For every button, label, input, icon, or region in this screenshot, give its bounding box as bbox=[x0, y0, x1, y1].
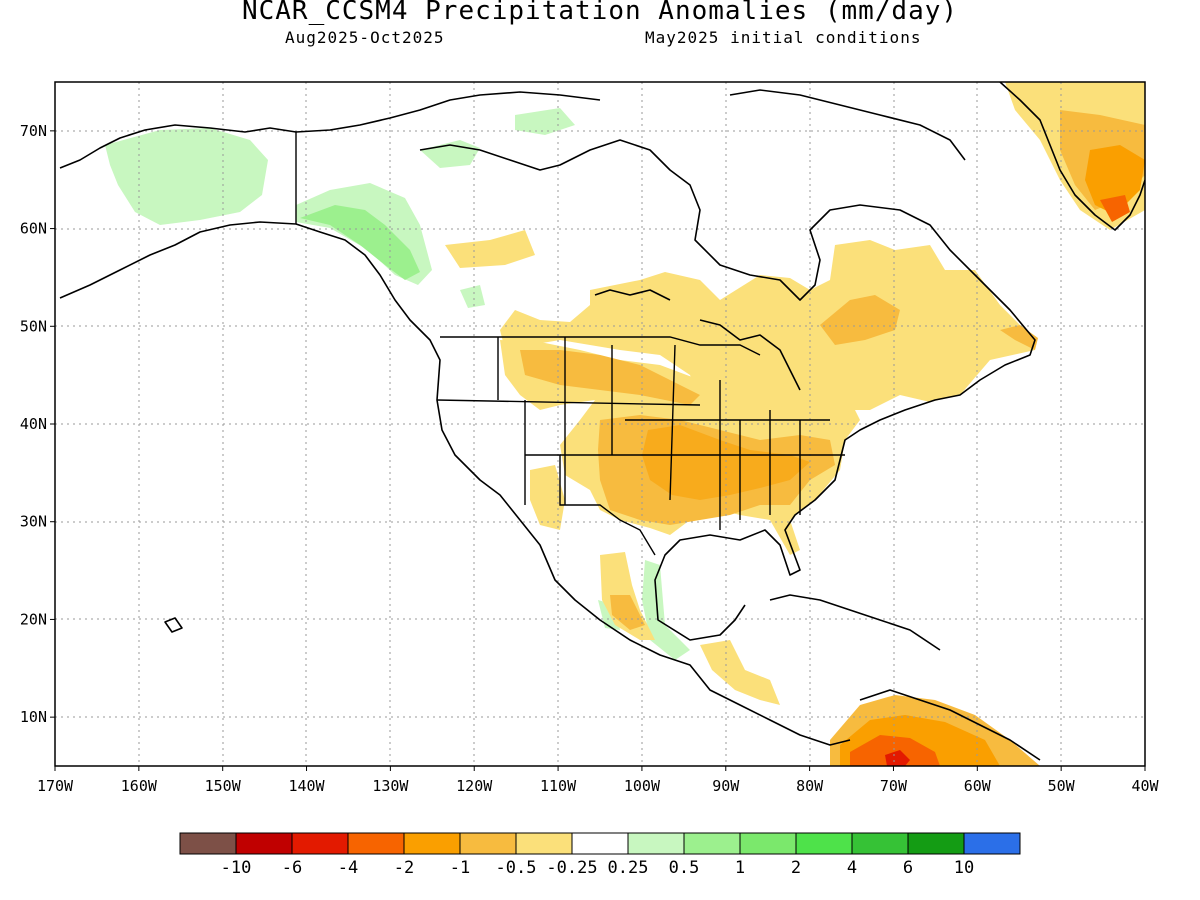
colorbar-swatch bbox=[403, 832, 461, 855]
lon-tick-label: 70W bbox=[880, 777, 908, 795]
colorbar-label: 0.5 bbox=[669, 858, 700, 878]
lon-tick-label: 80W bbox=[796, 777, 824, 795]
colorbar-label: -0.5 bbox=[496, 858, 537, 878]
colorbar-swatch bbox=[571, 832, 629, 855]
longitude-axis: 170W 160W 150W 140W 130W 120W 110W 100W 90W 80W 70… bbox=[37, 766, 1160, 795]
greenland-dry-strong bbox=[1085, 145, 1145, 215]
colorbar-swatch bbox=[235, 832, 293, 855]
lon-tick-label: 60W bbox=[964, 777, 992, 795]
colorbar-swatch bbox=[515, 832, 573, 855]
lat-tick-label: 70N bbox=[20, 122, 47, 140]
anomaly-shading bbox=[105, 82, 1145, 766]
map-panel bbox=[55, 82, 1145, 766]
colorbar-label: 4 bbox=[847, 858, 857, 878]
colorbar-label: -1 bbox=[450, 858, 470, 878]
colorbar-label: 1 bbox=[735, 858, 745, 878]
colorbar-swatch bbox=[347, 832, 405, 855]
latitude-axis: 70N 60N 50N 40N 30N 20N 10N bbox=[20, 122, 55, 726]
lat-tick-label: 20N bbox=[20, 610, 47, 628]
colorbar-label: 10 bbox=[954, 858, 974, 878]
lon-tick-label: 90W bbox=[712, 777, 740, 795]
colorbar-label: -2 bbox=[394, 858, 414, 878]
lon-tick-label: 160W bbox=[121, 777, 158, 795]
colorbar-label: -0.25 bbox=[546, 858, 597, 878]
colorbar-swatch bbox=[851, 832, 909, 855]
colorbar-label: 0.25 bbox=[608, 858, 649, 878]
canada-dry bbox=[445, 230, 535, 268]
colorbar-label: -4 bbox=[338, 858, 358, 878]
lon-tick-label: 130W bbox=[372, 777, 409, 795]
colorbar-swatch bbox=[291, 832, 349, 855]
lon-tick-label: 150W bbox=[205, 777, 242, 795]
colorbar-swatch bbox=[795, 832, 853, 855]
colorbar-swatch bbox=[179, 832, 237, 855]
lat-tick-label: 40N bbox=[20, 415, 47, 433]
colorbar-swatch bbox=[907, 832, 965, 855]
colorbar-swatch bbox=[683, 832, 741, 855]
colorbar-swatch bbox=[459, 832, 517, 855]
lat-tick-label: 50N bbox=[20, 317, 47, 335]
colorbar: -10 -6 -4 -2 -1 -0.5 -0.25 0.25 0.5 1 2 4 6 10 bbox=[179, 832, 1021, 878]
alaska-panhandle-wet bbox=[300, 205, 420, 280]
lon-tick-label: 140W bbox=[288, 777, 325, 795]
alaska-interior-wet bbox=[105, 128, 268, 225]
colorbar-swatch bbox=[739, 832, 797, 855]
colorbar-label: 2 bbox=[791, 858, 801, 878]
lat-tick-label: 10N bbox=[20, 708, 47, 726]
coastlines bbox=[59, 82, 1145, 761]
colorbar-label: -6 bbox=[282, 858, 302, 878]
initial-conditions: May2025 initial conditions bbox=[645, 28, 922, 47]
colorbar-swatch bbox=[627, 832, 685, 855]
lon-tick-label: 40W bbox=[1131, 777, 1159, 795]
lon-tick-label: 170W bbox=[37, 777, 74, 795]
colorbar-label: 6 bbox=[903, 858, 913, 878]
lon-tick-label: 120W bbox=[456, 777, 493, 795]
lon-tick-label: 100W bbox=[624, 777, 661, 795]
forecast-period: Aug2025-Oct2025 bbox=[285, 28, 445, 47]
colorbar-label: -10 bbox=[221, 858, 252, 878]
chart-title: NCAR_CCSM4 Precipitation Anomalies (mm/d… bbox=[241, 0, 959, 26]
us-central-dry-strong bbox=[642, 425, 810, 500]
borders bbox=[295, 132, 845, 556]
south-america-dry-strong bbox=[885, 750, 910, 766]
lat-tick-label: 30N bbox=[20, 513, 47, 531]
lat-tick-label: 60N bbox=[20, 220, 47, 238]
lon-tick-label: 110W bbox=[540, 777, 577, 795]
colorbar-swatch bbox=[963, 832, 1021, 855]
lon-tick-label: 50W bbox=[1048, 777, 1076, 795]
